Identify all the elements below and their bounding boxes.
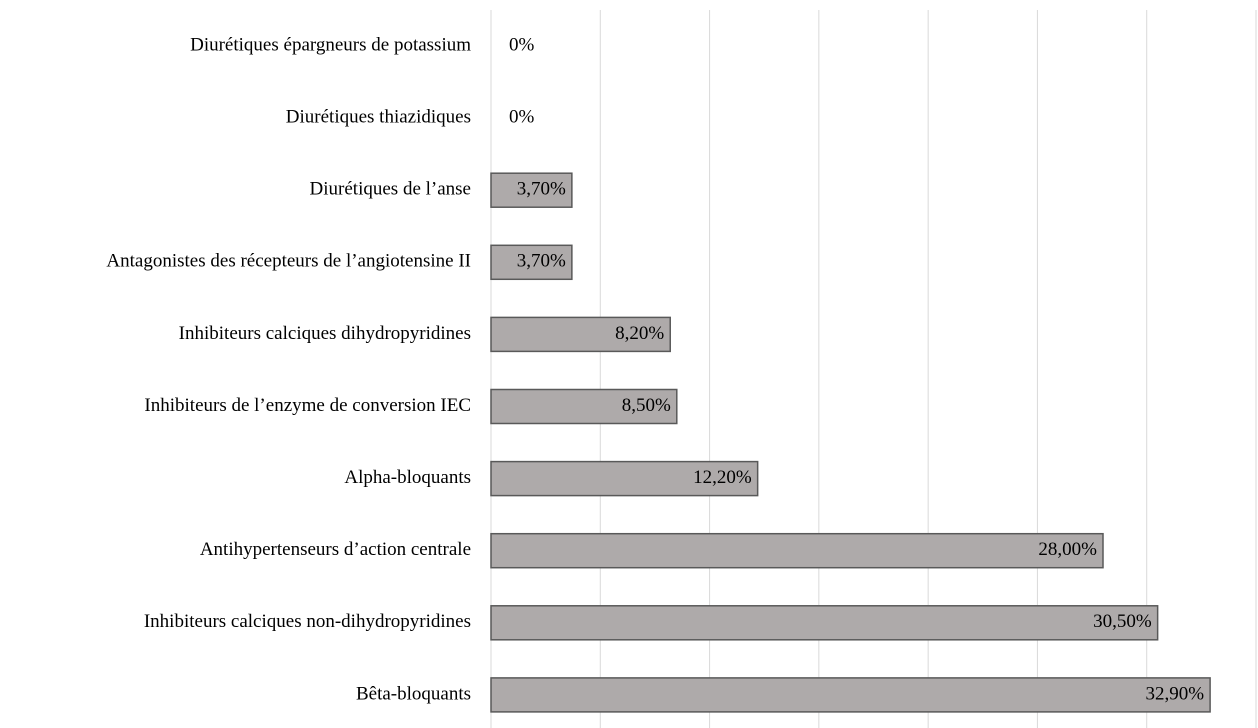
value-label: 3,70% [517, 179, 566, 200]
y-tick-label: Antagonistes des récepteurs de l’angiote… [106, 251, 471, 272]
bar [490, 316, 671, 353]
value-label: 3,70% [517, 251, 566, 272]
value-label: 0% [509, 34, 535, 55]
y-tick-label: Diurétiques épargneurs de potassium [190, 34, 471, 55]
y-tick-label: Diurétiques thiazidiques [286, 106, 471, 127]
y-tick-label: Inhibiteurs calciques non-dihydropyridin… [144, 611, 471, 632]
bar [490, 460, 759, 497]
y-tick-label: Diurétiques de l’anse [310, 179, 471, 200]
value-label: 30,50% [1093, 611, 1152, 632]
value-label: 8,20% [615, 323, 664, 344]
y-tick-label: Inhibiteurs de l’enzyme de conversion IE… [144, 395, 471, 416]
value-label: 0% [509, 106, 535, 127]
y-tick-label: Alpha-bloquants [344, 467, 471, 488]
bar [490, 244, 573, 281]
bar [490, 605, 1159, 641]
bar [490, 388, 678, 425]
bar [490, 677, 1211, 713]
bar [490, 532, 1104, 569]
value-label: 28,00% [1038, 539, 1097, 560]
y-tick-label: Inhibiteurs calciques dihydropyridines [179, 323, 471, 344]
value-label: 32,90% [1146, 683, 1205, 704]
value-label: 8,50% [622, 395, 671, 416]
y-tick-label: Bêta-bloquants [356, 683, 471, 704]
y-tick-label: Antihypertenseurs d’action centrale [200, 539, 471, 560]
value-label: 12,20% [693, 467, 752, 488]
bar [490, 172, 573, 208]
